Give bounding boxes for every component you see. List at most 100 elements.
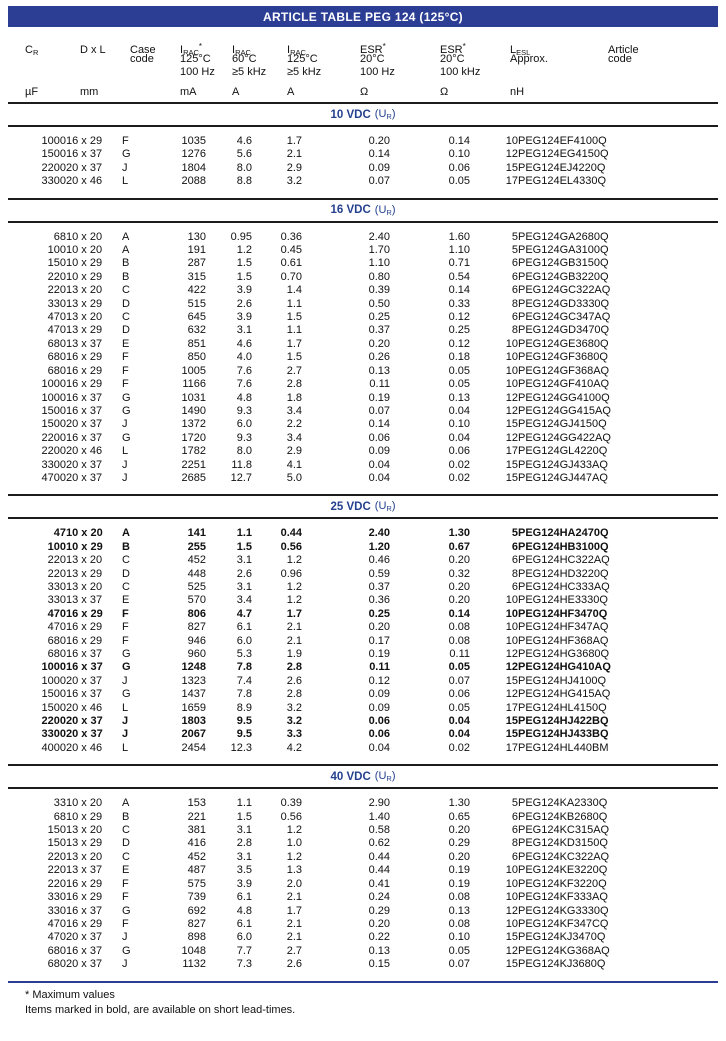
cell-irac-60c: 9.3: [236, 404, 252, 417]
cell-capacitance: 2200: [41, 431, 66, 444]
cell-esr-100hz: 0.17: [368, 634, 390, 647]
cell-esr-100khz: 0.32: [448, 567, 470, 580]
cell-case-code: F: [122, 877, 129, 890]
column-header-unit: µF: [25, 86, 39, 98]
cell-case-code: F: [122, 917, 129, 930]
cell-esr-100hz: 0.50: [368, 297, 390, 310]
cell-irac-60c: 6.0: [236, 418, 252, 431]
cell-article-code: PEG124GJ447AQ: [518, 471, 608, 484]
cell-article-code: PEG124HF3470Q: [518, 607, 608, 620]
table-row: 220 13 x 20 C 452 3.1 1.2 0.46 0.20 6 PE…: [8, 554, 718, 567]
cell-capacitance: 3300: [41, 458, 66, 471]
table-row: 680 13 x 37 E 851 4.6 1.7 0.20 0.12 10 P…: [8, 338, 718, 351]
column-header-symbol: ESR: [440, 44, 463, 56]
cell-irac-60c: 7.6: [236, 378, 252, 391]
cell-article-code: PEG124EJ4220Q: [518, 161, 606, 174]
column-header-subscript: RAC: [235, 48, 251, 57]
voltage-section-title: 10 VDC (UR): [8, 102, 718, 127]
cell-irac-125c: 2.1: [286, 634, 302, 647]
cell-case-code: J: [122, 471, 128, 484]
cell-article-code: PEG124HF368AQ: [518, 634, 609, 647]
cell-esr-100hz: 2.90: [368, 797, 390, 810]
cell-irac-60c: 5.6: [236, 148, 252, 161]
column-header-line3: 100 kHz: [440, 66, 481, 78]
cell-irac-60c: 6.1: [236, 891, 252, 904]
cell-irac-125c: 3.4: [286, 404, 302, 417]
cell-irac-60c: 1.5: [236, 810, 252, 823]
cell-irac-60c: 4.6: [236, 135, 252, 147]
cell-article-code: PEG124EG4150Q: [518, 148, 609, 161]
cell-irac-125c-100hz: 130: [187, 230, 206, 243]
cell-esr-100hz: 0.44: [368, 864, 390, 877]
table-row: 1000 16 x 29 F 1166 7.6 2.8 0.11 0.05 10…: [8, 378, 718, 391]
cell-irac-60c: 9.3: [236, 431, 252, 444]
column-header-subscript: ESL: [516, 48, 531, 57]
cell-esl: 10: [505, 877, 518, 890]
cell-esr-100khz: 0.19: [448, 864, 470, 877]
cell-esl: 17: [505, 445, 518, 458]
cell-irac-60c: 12.3: [230, 741, 252, 754]
cell-irac-125c: 1.2: [286, 850, 302, 863]
column-header-line2: code: [608, 53, 632, 65]
cell-irac-60c: 1.1: [236, 527, 252, 540]
cell-case-code: F: [122, 634, 129, 647]
cell-esl: 10: [505, 634, 518, 647]
cell-esr-100khz: 0.14: [448, 284, 470, 297]
table-row: 330 16 x 37 G 692 4.8 1.7 0.29 0.13 12 P…: [8, 905, 718, 918]
cell-esr-100khz: 0.14: [448, 607, 470, 620]
cell-case-code: F: [122, 621, 129, 634]
cell-esr-100hz: 0.62: [368, 837, 390, 850]
cell-article-code: PEG124HJ433BQ: [518, 728, 609, 741]
cell-esl: 6: [511, 824, 518, 837]
cell-article-code: PEG124HG410AQ: [518, 661, 611, 674]
cell-irac-125c-100hz: 2251: [181, 458, 206, 471]
cell-esr-100hz: 0.44: [368, 850, 390, 863]
cell-dimensions: 13 x 29: [66, 324, 103, 337]
cell-capacitance: 1500: [41, 404, 66, 417]
cell-esr-100khz: 0.29: [448, 837, 470, 850]
cell-irac-125c-100hz: 1166: [182, 378, 206, 391]
cell-irac-125c: 1.2: [286, 554, 302, 567]
article-table: 1000 16 x 29 F 1035 4.6 1.7 0.20 0.14 10…: [8, 135, 718, 189]
cell-article-code: PEG124KG3330Q: [518, 904, 609, 917]
cell-irac-125c-100hz: 1323: [181, 674, 206, 687]
cell-irac-60c: 1.5: [236, 540, 252, 553]
table-row: 3300 20 x 37 J 2067 9.5 3.3 0.06 0.04 15…: [8, 728, 718, 741]
cell-capacitance: 680: [47, 648, 66, 660]
cell-irac-125c: 4.1: [286, 458, 302, 471]
cell-case-code: D: [122, 297, 130, 310]
cell-capacitance: 470: [47, 621, 66, 634]
cell-esr-100hz: 0.15: [368, 958, 390, 971]
table-row: 33 10 x 20 A 153 1.1 0.39 2.90 1.30 5 PE…: [8, 797, 718, 810]
voltage-section-title: 16 VDC (UR): [8, 197, 718, 223]
cell-esr-100khz: 1.30: [448, 797, 470, 810]
cell-dimensions: 20 x 46: [66, 175, 103, 188]
cell-dimensions: 20 x 37: [66, 458, 103, 471]
table-row: 220 13 x 37 E 487 3.5 1.3 0.44 0.19 10 P…: [8, 864, 718, 877]
cell-irac-125c: 3.3: [286, 728, 302, 741]
cell-irac-125c: 2.2: [286, 418, 302, 431]
cell-capacitance: 680: [47, 337, 66, 350]
cell-irac-60c: 1.5: [236, 270, 252, 283]
table-row: 150 13 x 29 D 416 2.8 1.0 0.62 0.29 8 PE…: [8, 837, 718, 850]
voltage-sections: 10 VDC (UR) 1000 16 x 29 F 1035 4.6 1.7 …: [0, 102, 726, 972]
cell-esr-100khz: 0.54: [448, 270, 470, 283]
cell-case-code: F: [122, 378, 129, 391]
cell-irac-125c-100hz: 1248: [181, 661, 206, 674]
column-header: ESR* 20°C 100 kHz Ω: [440, 40, 480, 99]
cell-esr-100hz: 0.25: [368, 311, 390, 324]
cell-article-code: PEG124KF333AQ: [518, 891, 608, 904]
table-row: 470 16 x 29 F 827 6.1 2.1 0.20 0.08 10 P…: [8, 621, 718, 634]
cell-esr-100hz: 0.09: [368, 688, 390, 701]
cell-esr-100khz: 0.20: [448, 850, 470, 863]
cell-esr-100hz: 0.09: [368, 445, 390, 458]
cell-irac-125c: 1.2: [286, 580, 302, 593]
cell-article-code: PEG124KC322AQ: [518, 850, 610, 863]
cell-dimensions: 20 x 46: [66, 741, 103, 754]
cell-article-code: PEG124GD3330Q: [518, 297, 610, 310]
table-row: 100 10 x 20 A 191 1.2 0.45 1.70 1.10 5 P…: [8, 244, 718, 257]
cell-irac-125c: 2.1: [286, 891, 302, 904]
cell-case-code: J: [122, 958, 128, 971]
cell-capacitance: 1000: [41, 661, 66, 674]
table-row: 4700 20 x 37 J 2685 12.7 5.0 0.04 0.02 1…: [8, 472, 718, 485]
